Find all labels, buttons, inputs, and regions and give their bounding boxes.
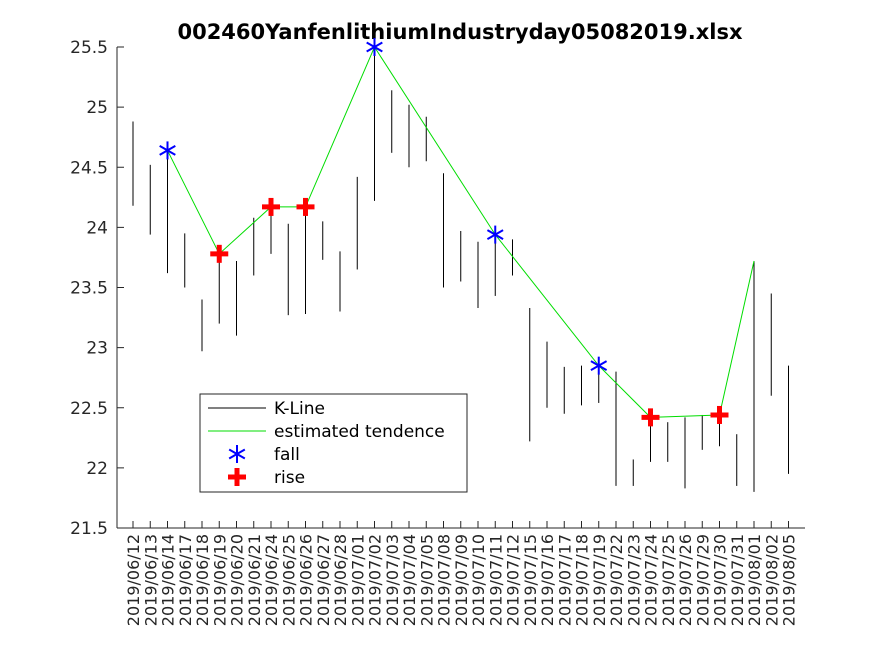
x-tick-label: 2019/07/31: [728, 534, 747, 626]
x-tick-label: 2019/06/24: [262, 534, 281, 626]
rise-marker: [710, 405, 729, 424]
x-tick-label: 2019/07/30: [711, 534, 730, 626]
x-tick-label: 2019/07/18: [573, 534, 592, 626]
x-tick-label: 2019/07/15: [521, 534, 540, 626]
y-tick-label: 24.5: [70, 158, 108, 178]
x-tick-label: 2019/06/19: [210, 534, 229, 626]
y-tick-label: 23: [86, 339, 108, 359]
x-tick-label: 2019/06/25: [279, 534, 298, 626]
fall-marker: [159, 141, 176, 160]
x-tick-label: 2019/07/17: [555, 534, 574, 626]
x-tick-label: 2019/07/09: [452, 534, 471, 626]
y-tick-label: 25: [86, 98, 108, 118]
x-tick-label: 2019/08/01: [745, 534, 764, 626]
x-tick-label: 2019/07/10: [469, 534, 488, 626]
x-tick-label: 2019/07/11: [486, 534, 505, 626]
fall-marker: [366, 38, 383, 56]
x-tick-label: 2019/08/02: [762, 534, 781, 626]
chart-title: 002460YanfenlithiumIndustryday05082019.x…: [177, 20, 743, 44]
rise-marker: [262, 197, 280, 216]
plot-area: 21.52222.52323.52424.52525.52019/06/1220…: [70, 38, 805, 626]
x-tick-label: 2019/06/17: [176, 534, 195, 626]
legend-label: fall: [274, 445, 300, 465]
x-tick-label: 2019/06/27: [314, 534, 333, 626]
rise-marker: [296, 197, 315, 216]
x-tick-label: 2019/07/26: [676, 534, 695, 626]
fall-marker: [486, 225, 504, 244]
y-tick-label: 21.5: [70, 519, 108, 539]
x-tick-label: 2019/06/12: [124, 534, 143, 626]
rise-marker: [641, 408, 660, 427]
fall-marker: [590, 356, 608, 375]
x-tick-label: 2019/07/12: [504, 534, 523, 626]
y-tick-label: 25.5: [70, 38, 108, 58]
x-tick-label: 2019/06/26: [297, 534, 316, 626]
x-tick-label: 2019/06/28: [331, 534, 350, 626]
x-tick-label: 2019/07/05: [417, 534, 436, 626]
legend-label: estimated tendence: [274, 422, 445, 442]
legend-label: rise: [274, 468, 305, 488]
x-tick-label: 2019/07/01: [348, 534, 367, 626]
x-tick-label: 2019/06/20: [228, 534, 247, 626]
x-tick-label: 2019/06/18: [193, 534, 212, 626]
rise-marker: [210, 244, 229, 263]
x-tick-label: 2019/07/03: [383, 534, 402, 626]
x-tick-label: 2019/07/23: [624, 534, 643, 626]
x-tick-label: 2019/07/02: [366, 534, 385, 626]
x-tick-label: 2019/06/13: [141, 534, 160, 626]
legend-rise-swatch: [228, 468, 246, 486]
x-tick-label: 2019/07/25: [659, 534, 678, 626]
legend-fall-swatch: [228, 445, 246, 463]
y-tick-label: 22.5: [70, 399, 108, 419]
x-tick-label: 2019/08/05: [780, 534, 799, 626]
x-tick-label: 2019/07/16: [538, 534, 557, 626]
x-tick-label: 2019/07/08: [435, 534, 454, 626]
x-tick-label: 2019/06/21: [245, 534, 264, 626]
y-tick-label: 24: [86, 218, 108, 238]
y-tick-label: 22: [86, 459, 108, 479]
x-tick-label: 2019/07/24: [642, 534, 661, 626]
legend-label: K-Line: [274, 399, 325, 419]
x-tick-label: 2019/06/14: [159, 534, 178, 626]
tendence-line: [167, 45, 755, 418]
x-tick-label: 2019/07/19: [590, 534, 609, 626]
y-tick-label: 23.5: [70, 279, 108, 299]
x-tick-label: 2019/07/29: [693, 534, 712, 626]
legend: K-Line estimated tendence fall rise: [199, 393, 468, 493]
x-tick-label: 2019/07/22: [607, 534, 626, 626]
x-tick-label: 2019/07/04: [400, 534, 419, 626]
